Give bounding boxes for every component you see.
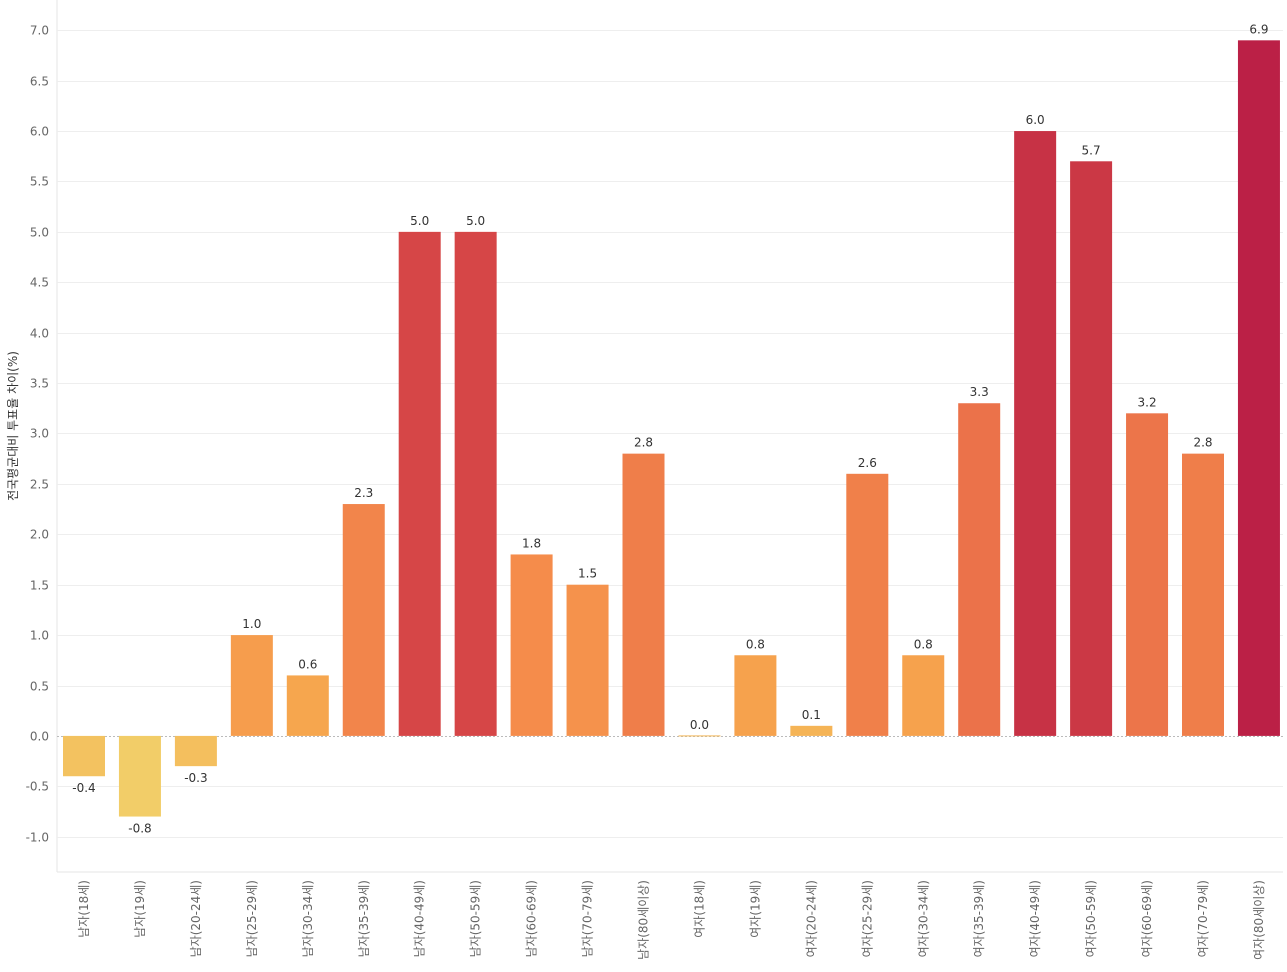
data-label: 5.0	[466, 214, 485, 228]
x-category-label: 남자(60-69세)	[525, 880, 539, 957]
data-label: 1.8	[522, 536, 541, 550]
x-category-label: 여자(70-79세)	[1196, 880, 1210, 957]
bar[interactable]	[790, 725, 833, 736]
bar[interactable]	[846, 473, 889, 736]
x-category-label: 여자(80세이상)	[1252, 880, 1266, 960]
bar[interactable]	[230, 635, 273, 736]
bar[interactable]	[63, 735, 105, 777]
x-category-label: 여자(40-49세)	[1028, 880, 1042, 957]
x-category-label: 남자(18세)	[77, 880, 91, 938]
data-label: -0.3	[184, 771, 207, 785]
y-tick-label: 3.0	[30, 427, 49, 441]
bar[interactable]	[118, 735, 161, 817]
bar[interactable]	[510, 554, 553, 736]
y-tick-label: -1.0	[26, 831, 49, 845]
y-tick-label: 5.5	[30, 175, 49, 189]
y-tick-label: 2.0	[30, 528, 49, 542]
x-category-label: 여자(20-24세)	[804, 880, 818, 957]
y-tick-label: 1.5	[30, 579, 49, 593]
bar[interactable]	[622, 453, 665, 736]
data-label: 0.8	[914, 637, 933, 651]
bar[interactable]	[1126, 413, 1169, 736]
y-tick-label: 3.5	[30, 377, 49, 391]
y-axis-ticks: -1.0 -0.5 0.0 0.5 1.0 1.5 2.0 2.5 3.0 3.5 4.0 4.5 5.…	[26, 24, 49, 845]
bar[interactable]	[342, 504, 385, 736]
y-tick-label: 7.0	[30, 24, 49, 38]
y-tick-label: 0.5	[30, 680, 49, 694]
x-category-label: 남자(70-79세)	[581, 880, 595, 957]
data-label: 0.1	[802, 708, 821, 722]
x-category-label: 남자(35-39세)	[357, 880, 371, 957]
data-label: 5.0	[410, 214, 429, 228]
data-label: 0.8	[746, 637, 765, 651]
bar[interactable]	[454, 231, 497, 736]
data-label: 0.0	[690, 718, 709, 732]
y-tick-label: 1.0	[30, 629, 49, 643]
data-label: -0.4	[72, 781, 95, 795]
x-category-label: 남자(50-59세)	[469, 880, 483, 957]
data-label: -0.8	[128, 822, 151, 836]
x-category-label: 남자(40-49세)	[413, 880, 427, 957]
bar[interactable]	[734, 655, 777, 736]
x-category-label: 남자(80세이상)	[637, 880, 651, 960]
data-label: 3.2	[1138, 395, 1157, 409]
data-label: 6.9	[1249, 22, 1268, 36]
bar[interactable]	[902, 655, 945, 736]
data-label: 3.3	[970, 385, 989, 399]
data-label: 5.7	[1082, 143, 1101, 157]
x-category-label: 남자(19세)	[133, 880, 147, 938]
y-tick-label: 6.5	[30, 75, 49, 89]
bar[interactable]	[1182, 453, 1224, 736]
y-tick-label: 4.0	[30, 327, 49, 341]
data-label: 2.3	[354, 486, 373, 500]
data-label: 2.8	[634, 436, 653, 450]
bar[interactable]	[566, 584, 609, 736]
x-category-label: 여자(35-39세)	[972, 880, 986, 957]
bar[interactable]	[398, 231, 441, 736]
x-category-label: 여자(25-29세)	[860, 880, 874, 957]
x-category-label: 남자(30-34세)	[301, 880, 315, 957]
y-tick-label: 2.5	[30, 478, 49, 492]
bar[interactable]	[286, 675, 329, 736]
bar[interactable]	[1014, 131, 1057, 736]
y-axis-title: 전국평균대비 투표율 차이(%)	[6, 351, 20, 501]
y-tick-label: -0.5	[26, 780, 49, 794]
x-category-label: 남자(25-29세)	[245, 880, 259, 957]
data-label: 6.0	[1026, 113, 1045, 127]
y-tick-label: 5.0	[30, 226, 49, 240]
data-label: 2.6	[858, 456, 877, 470]
x-category-label: 여자(18세)	[692, 880, 706, 938]
bar[interactable]	[174, 735, 217, 767]
bar[interactable]	[1237, 40, 1280, 736]
x-axis-categories: 남자(18세) 남자(19세) 남자(20-24세) 남자(25-29세) 남자(30-…	[77, 880, 1266, 960]
data-labels: -0.4 -0.8 -0.3 1.0 0.6 2.3 5.0 5.0 1.8 1.5 2.8 0.0 0…	[72, 22, 1268, 835]
bars	[63, 40, 1280, 817]
bar[interactable]	[1070, 161, 1113, 736]
x-category-label: 여자(30-34세)	[916, 880, 930, 957]
data-label: 2.8	[1193, 436, 1212, 450]
data-label: 0.6	[298, 657, 317, 671]
data-label: 1.5	[578, 567, 597, 581]
y-tick-label: 0.0	[30, 730, 49, 744]
x-category-label: 남자(20-24세)	[189, 880, 203, 957]
x-category-label: 여자(60-69세)	[1140, 880, 1154, 957]
y-tick-label: 6.0	[30, 125, 49, 139]
x-category-label: 여자(50-59세)	[1084, 880, 1098, 957]
x-category-label: 여자(19세)	[748, 880, 762, 938]
y-tick-label: 4.5	[30, 276, 49, 290]
bar[interactable]	[678, 735, 721, 737]
bar[interactable]	[958, 403, 1001, 736]
data-label: 1.0	[242, 617, 261, 631]
